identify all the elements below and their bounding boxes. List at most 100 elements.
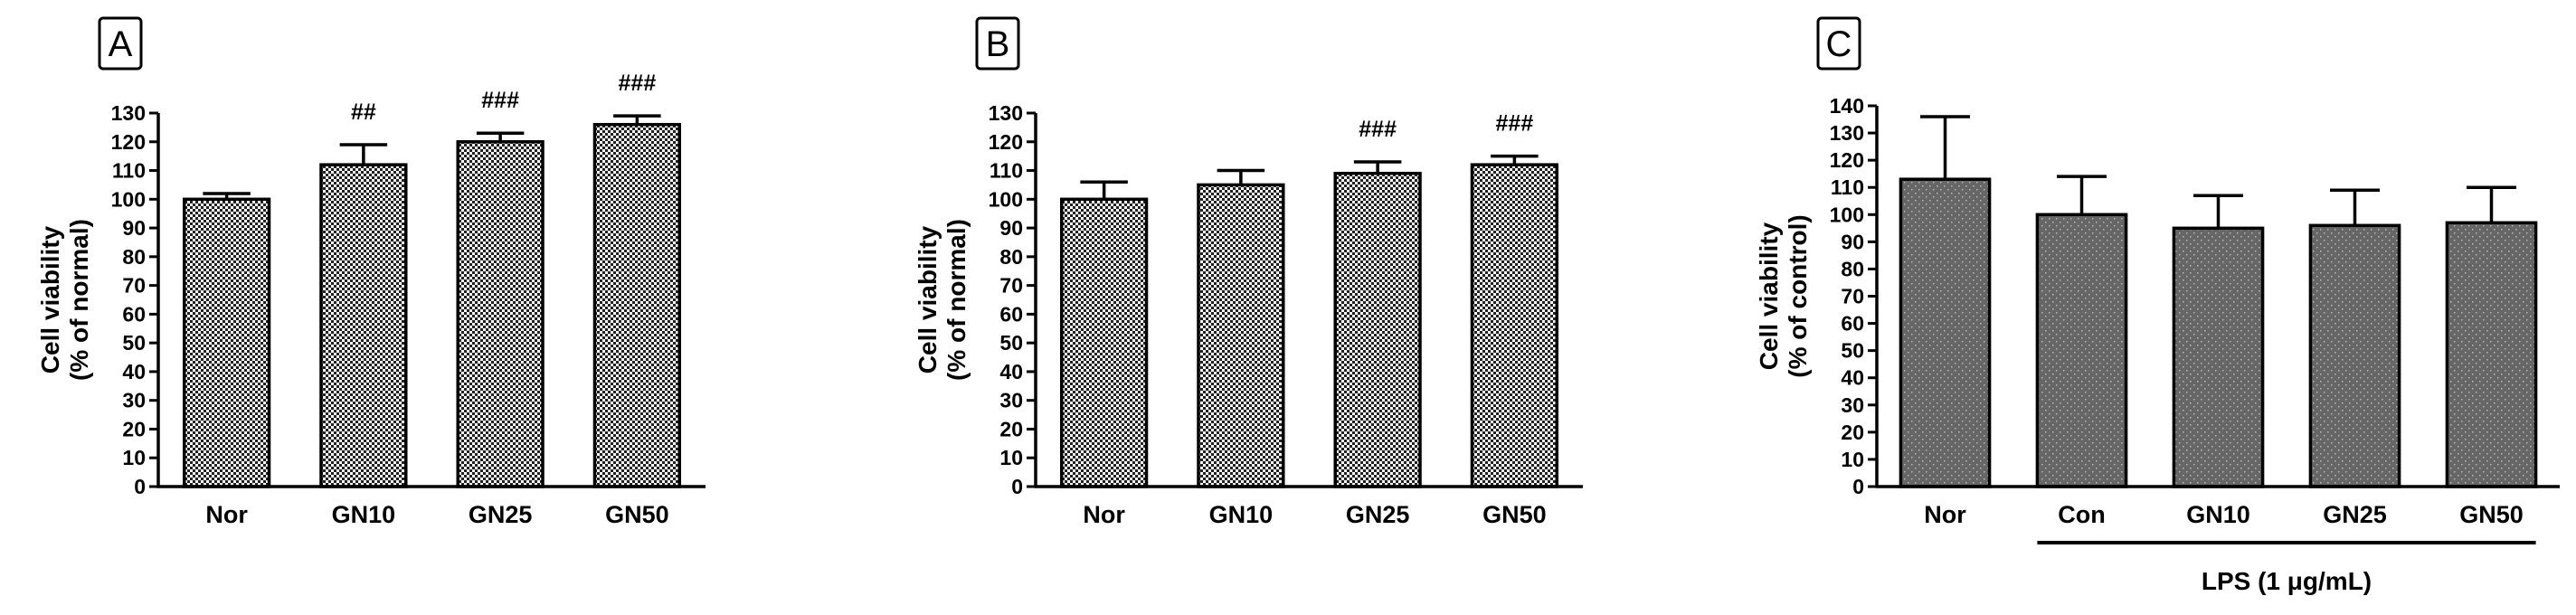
error-bar-gn50 — [1491, 154, 1539, 166]
error-bar-gn10 — [339, 143, 388, 166]
y-tick-label-40: 40 — [122, 360, 146, 383]
y-tick-label-50: 50 — [999, 331, 1023, 355]
bar-gn25 — [2308, 223, 2401, 488]
y-tick-label-70: 70 — [122, 274, 146, 298]
x-tick-label-gn10: GN10 — [1209, 501, 1274, 528]
y-tick-label-90: 90 — [122, 216, 146, 240]
error-bar-gn25 — [1353, 160, 1402, 174]
y-axis-title-line1: Cell viability — [914, 225, 942, 374]
panel-label-box — [975, 16, 1020, 71]
x-tick-label-gn25: GN25 — [1346, 501, 1410, 528]
y-tick-label-90: 90 — [999, 216, 1023, 240]
error-bar-nor — [1920, 115, 1970, 180]
error-bar-gn10 — [1217, 168, 1265, 185]
y-tick-label-10: 10 — [122, 446, 146, 469]
y-tick-label-80: 80 — [122, 245, 146, 269]
y-tick-label-80: 80 — [1841, 257, 1864, 280]
y-tick-label-70: 70 — [999, 274, 1023, 298]
chart-panel-b: B Cell viability (% of normal) Nor GN10 ### GN… — [877, 0, 1746, 615]
x-tick-label-nor: Nor — [1083, 501, 1125, 528]
y-tick-label-0: 0 — [1011, 475, 1023, 498]
y-tick-label-110: 110 — [1831, 175, 1864, 199]
significance-label-gn50: ### — [619, 71, 657, 96]
y-tick-label-100: 100 — [989, 187, 1023, 211]
significance-label-gn25: ### — [1359, 117, 1397, 142]
x-tick-label-gn25: GN25 — [2323, 501, 2387, 528]
x-tick-label-nor: Nor — [205, 501, 248, 528]
y-tick-label-0: 0 — [134, 475, 146, 498]
chart-c-svg: C Cell viability (% of control) Nor Con GN10 G… — [1755, 16, 2560, 595]
y-tick-label-90: 90 — [1841, 230, 1864, 253]
bar-gn50 — [2445, 221, 2538, 488]
bar-gn25 — [456, 140, 545, 488]
significance-label-gn25: ### — [481, 88, 519, 113]
y-tick-label-50: 50 — [1841, 339, 1864, 363]
y-tick-label-100: 100 — [1830, 203, 1864, 226]
error-bar-gn10 — [2193, 194, 2243, 229]
y-tick-label-60: 60 — [999, 302, 1023, 326]
y-tick-label-140: 140 — [1830, 94, 1864, 118]
y-tick-label-40: 40 — [1841, 366, 1864, 390]
error-bar-nor — [1080, 180, 1128, 200]
y-axis-title-line1: Cell viability — [36, 225, 64, 374]
y-tick-label-20: 20 — [122, 417, 146, 440]
bar-gn10 — [1197, 183, 1285, 488]
x-tick-label-gn50: GN50 — [605, 501, 669, 528]
y-tick-label-10: 10 — [1841, 448, 1864, 471]
panel-label-text: B — [986, 24, 1010, 64]
bar-gn50 — [592, 122, 682, 488]
significance-label-gn10: ## — [351, 99, 376, 125]
y-tick-label-120: 120 — [111, 130, 146, 154]
panel-label: A — [98, 16, 143, 71]
panel-label-text: A — [109, 24, 133, 64]
significance-label-gn50: ### — [1496, 111, 1534, 137]
bar-nor — [1059, 197, 1149, 488]
panel-label-text: C — [1826, 24, 1852, 64]
error-bar-con — [2057, 175, 2107, 215]
chart-panel-a: A Cell viability (% of normal) Nor ## GN10 ###… — [0, 0, 868, 615]
y-tick-label-40: 40 — [999, 360, 1023, 383]
chart-a-svg: A Cell viability (% of normal) Nor ## GN10 ###… — [36, 16, 706, 528]
error-bar-gn50 — [2467, 185, 2516, 223]
panel-label-box — [1816, 16, 1861, 71]
y-tick-label-60: 60 — [122, 302, 146, 326]
y-tick-label-110: 110 — [990, 159, 1023, 183]
y-tick-label-30: 30 — [122, 389, 146, 412]
y-tick-label-20: 20 — [999, 417, 1023, 440]
bar-gn10 — [2172, 226, 2265, 488]
y-tick-label-20: 20 — [1841, 421, 1864, 444]
error-bar-gn25 — [2330, 188, 2380, 226]
bar-gn50 — [1470, 163, 1559, 488]
y-axis-title-line1: Cell viability — [1755, 222, 1783, 370]
bar-nor — [1899, 177, 1992, 488]
y-tick-label-130: 130 — [1830, 121, 1864, 145]
x-tick-label-gn50: GN50 — [2459, 501, 2524, 528]
y-tick-label-120: 120 — [1830, 148, 1864, 172]
panel-label: B — [975, 16, 1020, 71]
bar-nor — [182, 197, 271, 488]
y-axis-title-line2: (% of control) — [1784, 214, 1812, 377]
y-axis-title-line2: (% of normal) — [942, 219, 971, 381]
chart-panel-c: C Cell viability (% of control) Nor Con GN10 G… — [1737, 0, 2576, 615]
bar-gn25 — [1333, 171, 1422, 488]
y-tick-label-70: 70 — [1841, 285, 1864, 308]
x-tick-label-gn50: GN50 — [1482, 501, 1547, 528]
y-tick-label-80: 80 — [999, 245, 1023, 269]
y-tick-label-50: 50 — [122, 331, 146, 355]
y-axis-title-line2: (% of normal) — [65, 219, 93, 381]
y-tick-label-0: 0 — [1852, 475, 1864, 498]
y-tick-label-130: 130 — [989, 101, 1023, 125]
y-tick-label-30: 30 — [1841, 393, 1864, 417]
group-label: LPS (1 μg/mL) — [2202, 567, 2372, 595]
bar-con — [2035, 213, 2128, 488]
panel-label-box — [98, 16, 143, 71]
y-tick-label-130: 130 — [111, 101, 146, 125]
y-tick-label-100: 100 — [111, 187, 146, 211]
x-tick-label-gn25: GN25 — [469, 501, 533, 528]
error-bar-gn25 — [476, 131, 525, 142]
x-tick-label-nor: Nor — [1924, 501, 1966, 528]
y-tick-label-30: 30 — [999, 389, 1023, 412]
panel-label: C — [1816, 16, 1861, 71]
bar-gn10 — [319, 163, 408, 488]
chart-b-svg: B Cell viability (% of normal) Nor GN10 ### GN… — [914, 16, 1583, 528]
